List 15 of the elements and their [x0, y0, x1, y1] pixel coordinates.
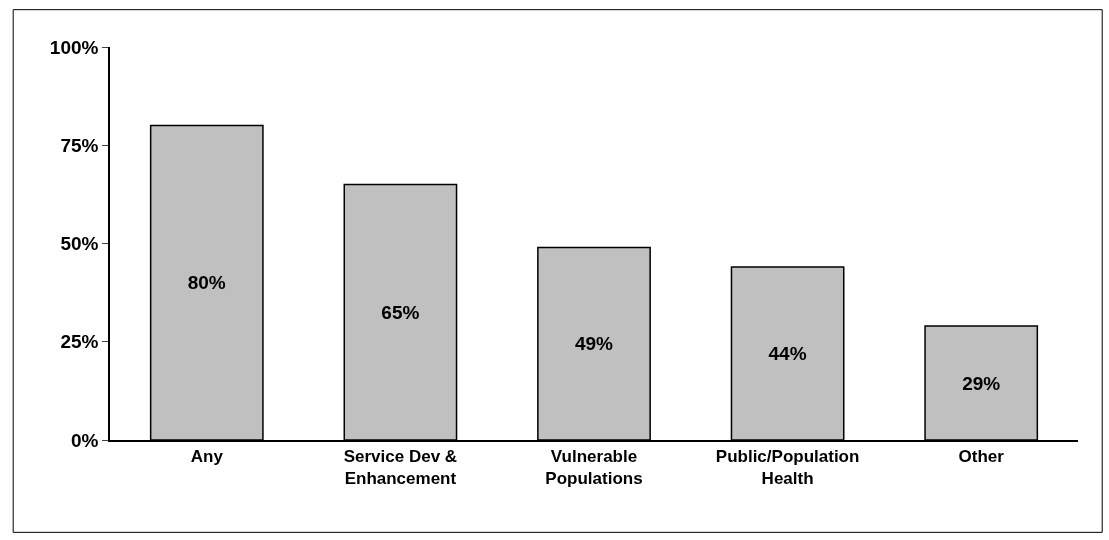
y-tick-label: 50% — [60, 233, 99, 255]
x-tick-label: Service Dev & Enhancement — [343, 447, 458, 489]
x-tick-label: Public/Population Health — [715, 447, 860, 489]
y-tick-label: 75% — [60, 134, 99, 156]
y-tick-label: 25% — [60, 331, 99, 353]
data-label: 29% — [962, 372, 1001, 394]
x-tick-label: Vulnerable Populations — [545, 447, 643, 489]
data-label: 44% — [768, 343, 807, 365]
y-tick-label: 0% — [70, 429, 99, 451]
data-label: 65% — [381, 301, 420, 323]
x-tick-label: Any — [190, 447, 224, 467]
data-label: 80% — [187, 272, 226, 294]
y-tick-label: 100% — [49, 36, 99, 58]
x-tick-label: Other — [958, 447, 1005, 467]
data-label: 49% — [574, 333, 614, 355]
